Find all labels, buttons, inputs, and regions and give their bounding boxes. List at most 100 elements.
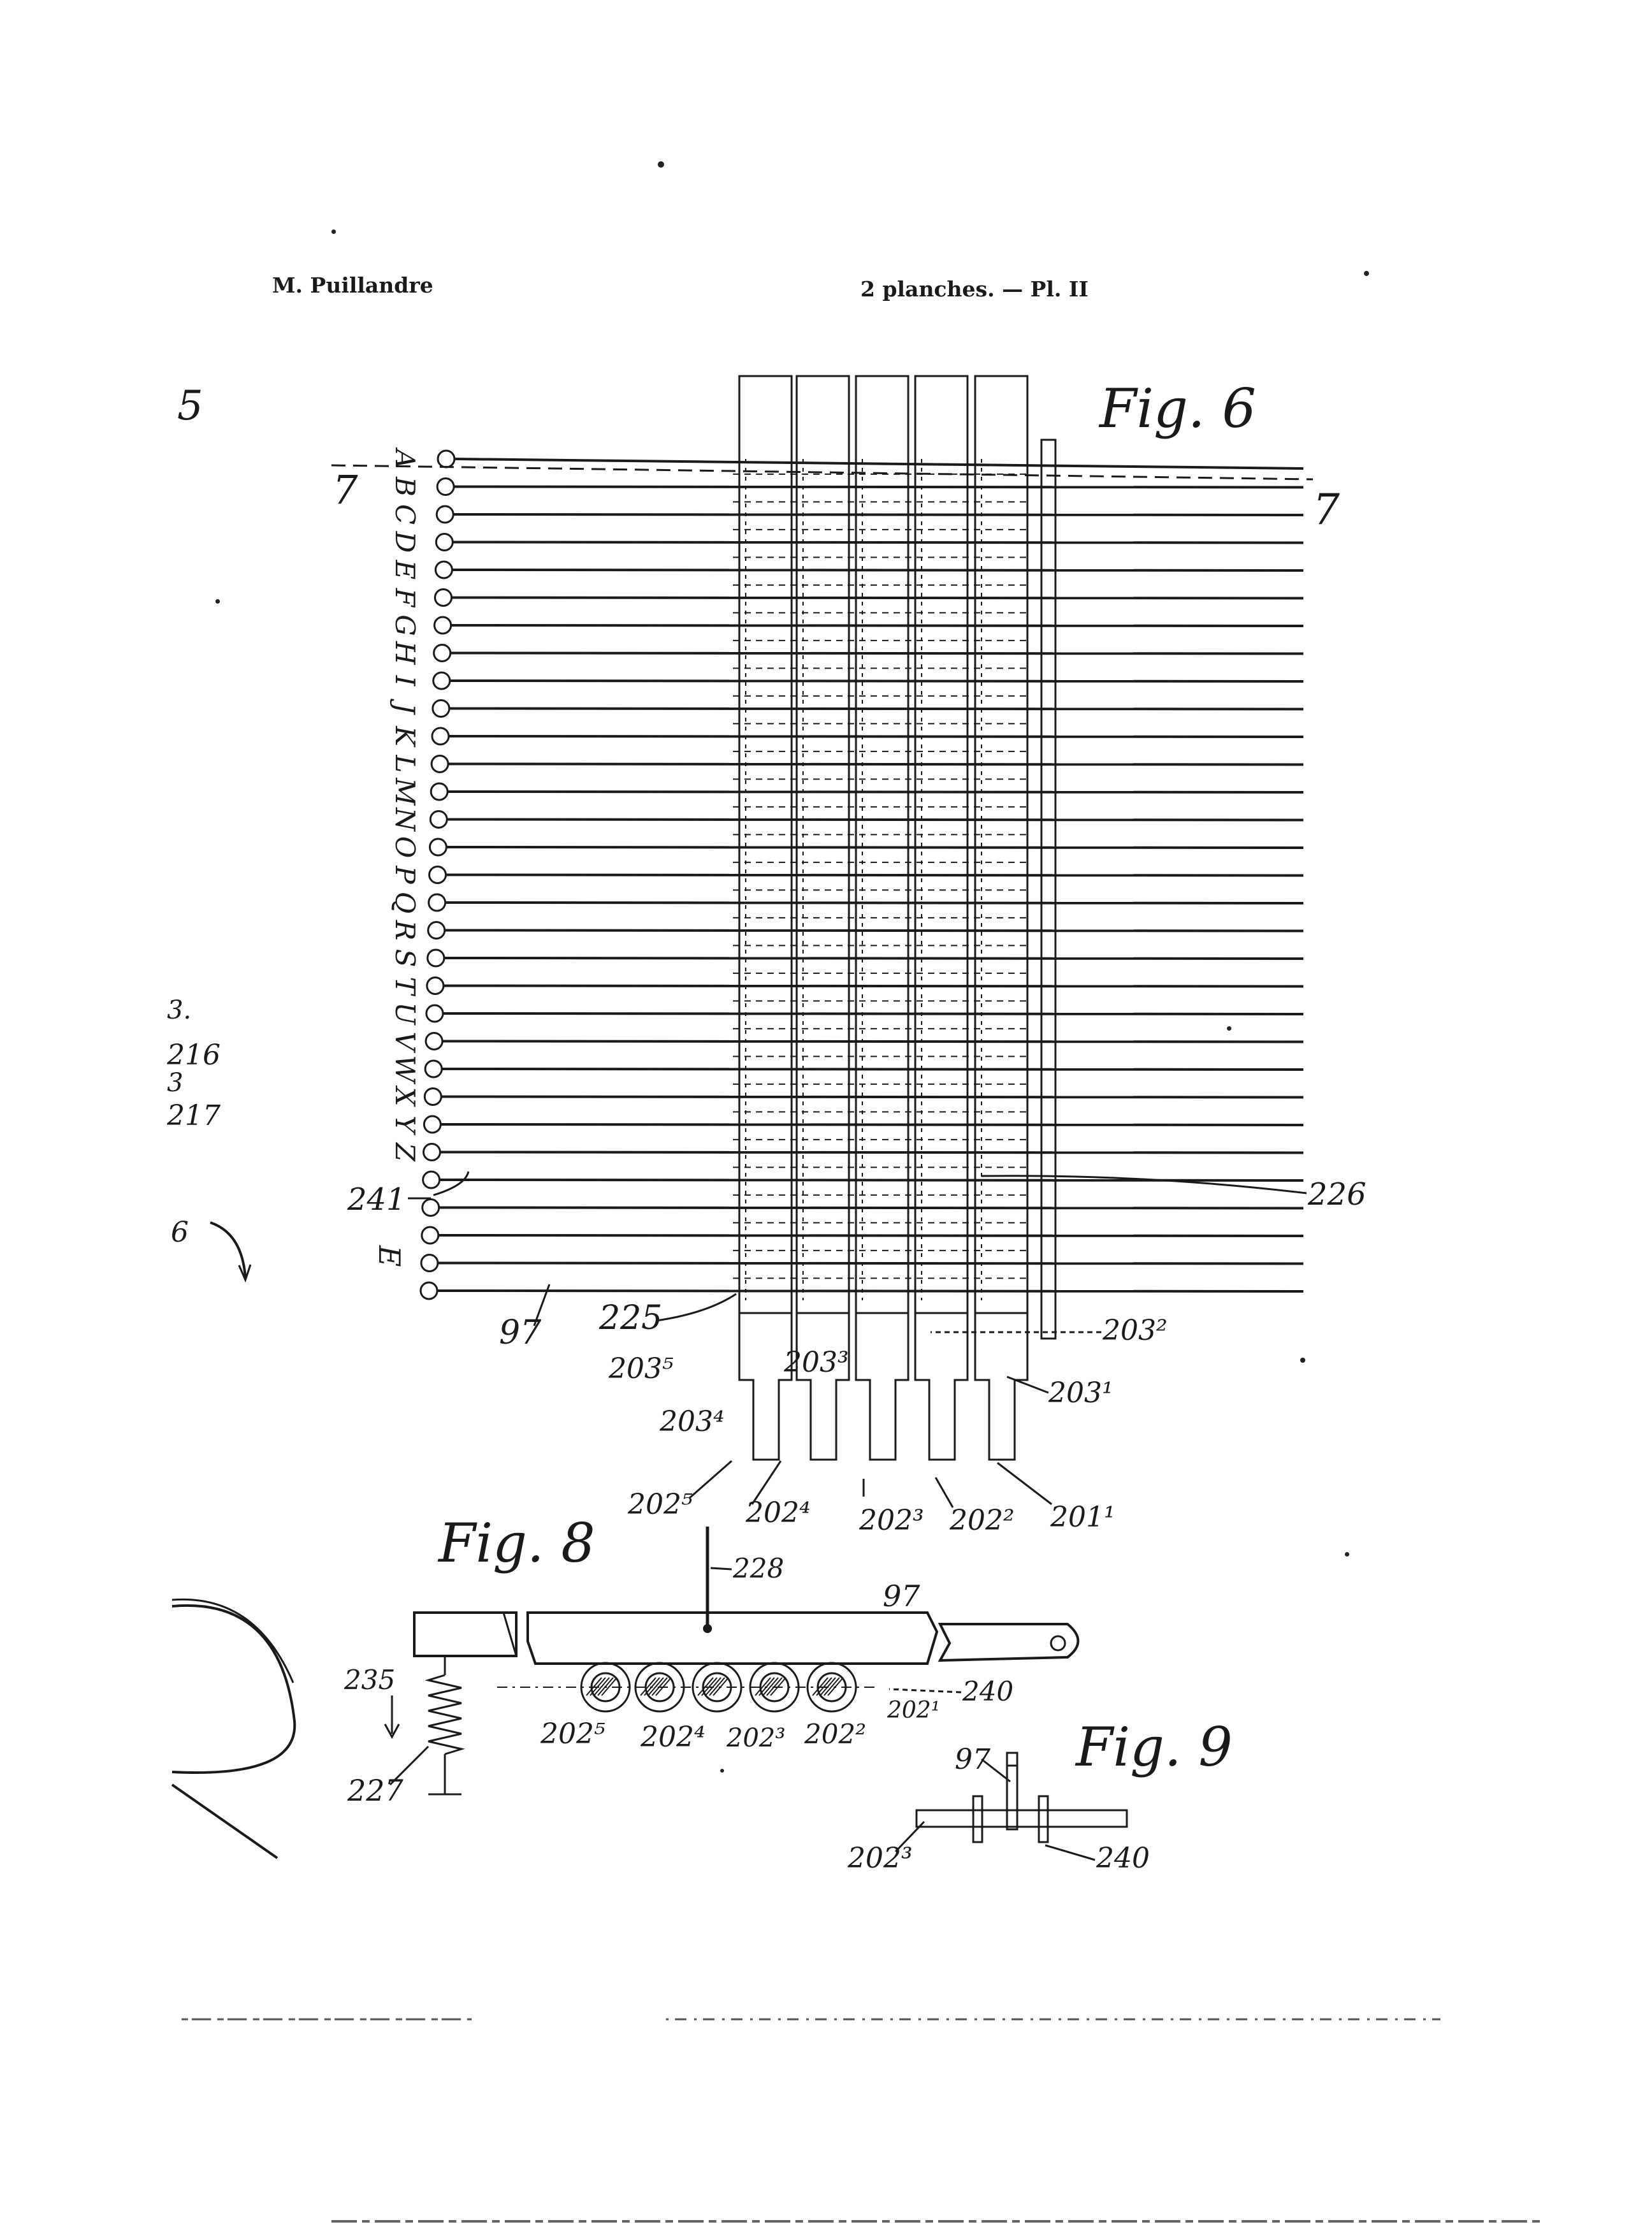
- row-letter: L: [389, 755, 421, 773]
- leader-201-1: [997, 1463, 1052, 1504]
- wire-ring: [421, 1282, 437, 1299]
- row-letter: D: [389, 531, 421, 553]
- row-letter: F: [389, 588, 421, 608]
- leader-227: [390, 1746, 428, 1785]
- wire-ring: [424, 1089, 441, 1105]
- label-202-2: 202²: [949, 1504, 1015, 1537]
- selector-wire: [451, 625, 1303, 626]
- row-letter: J: [389, 698, 421, 715]
- selector-wire: [439, 1208, 1303, 1209]
- selector-wire: [449, 736, 1303, 737]
- row-letter: C: [389, 504, 421, 525]
- row-letter: N: [389, 807, 421, 832]
- wire-ring: [437, 479, 454, 495]
- row-letter: V: [389, 1031, 421, 1053]
- wire-ring: [429, 894, 446, 911]
- selector-wire: [442, 1069, 1303, 1070]
- row-letter: T: [389, 976, 421, 996]
- margin-fragment: 216: [166, 1039, 221, 1071]
- wire-ring: [435, 617, 451, 634]
- row-letter: M: [389, 777, 421, 806]
- fig8-rod-joint: [703, 1624, 712, 1633]
- selector-wire: [438, 1263, 1303, 1264]
- wire-ring: [424, 1116, 440, 1133]
- bar-tab: [856, 1313, 908, 1460]
- row-letter: W: [389, 1055, 421, 1085]
- fig8-side-diagonal: [172, 1785, 277, 1858]
- selector-bar: [856, 376, 908, 1313]
- row-letter: E: [389, 560, 421, 580]
- wire-ring: [437, 506, 453, 523]
- selector-wire: [440, 1152, 1304, 1153]
- selector-wire: [448, 764, 1303, 765]
- scan-speck: [720, 1769, 724, 1773]
- row-letter: G: [389, 614, 421, 636]
- fig8-side-wheel-outer: [172, 1599, 293, 1683]
- selector-wire: [446, 875, 1304, 876]
- wire-ring: [431, 756, 448, 773]
- leader-225: [656, 1294, 736, 1321]
- fig8-side-wheel: [172, 1606, 294, 1773]
- margin-fragment: 217: [166, 1100, 221, 1132]
- selector-wire: [440, 1124, 1303, 1125]
- label-202-2-fig8: 202²: [804, 1718, 866, 1750]
- leader-226: [982, 1176, 1307, 1193]
- leader-240: [889, 1689, 961, 1692]
- selector-wire: [452, 598, 1304, 599]
- bar-tab: [797, 1313, 849, 1460]
- wire-ring: [434, 645, 451, 662]
- margin-fragment: 3: [167, 1068, 183, 1098]
- wire-ring: [430, 867, 446, 883]
- row-letter: H: [389, 641, 421, 665]
- scan-speck: [1300, 1358, 1305, 1363]
- row-letter: Q: [389, 892, 421, 913]
- wire-ring: [423, 1172, 440, 1188]
- fig8-pivot: [1051, 1636, 1065, 1650]
- wire-ring: [428, 922, 445, 939]
- selector-wire: [453, 514, 1303, 515]
- margin-fragment: 6: [171, 1216, 189, 1249]
- leader-202-5: [690, 1461, 732, 1498]
- label-203-3: 203³: [783, 1346, 849, 1379]
- fig6-right-guide: [1041, 440, 1055, 1339]
- selector-wire: [444, 986, 1303, 987]
- fig9-collar-left: [973, 1796, 982, 1842]
- wire-ring: [430, 839, 446, 855]
- selector-bar: [915, 376, 967, 1313]
- wire-ring: [428, 950, 444, 966]
- selector-wire: [454, 459, 1303, 468]
- fig9-title: Fig. 9: [1075, 1716, 1233, 1778]
- fig6-title: Fig. 6: [1098, 377, 1256, 440]
- label-97-fig9: 97: [955, 1743, 990, 1776]
- label-203-2: 203²: [1102, 1314, 1168, 1347]
- selector-wire: [443, 1013, 1303, 1014]
- fig8-lever-break: [504, 1613, 516, 1656]
- row-letter: Z: [389, 1142, 421, 1162]
- wire-ring: [430, 811, 447, 828]
- fig8-lever-left: [414, 1613, 516, 1656]
- wire-ring: [421, 1255, 438, 1272]
- row-letter: Y: [389, 1115, 421, 1136]
- row-letter: X: [389, 1085, 421, 1108]
- fig8-title: Fig. 8: [437, 1512, 595, 1574]
- margin-number: 5: [177, 382, 203, 430]
- selector-wire: [441, 1097, 1303, 1098]
- label-225: 225: [598, 1299, 662, 1337]
- label-201-1: 201¹: [1050, 1501, 1115, 1534]
- label-228: 228: [732, 1553, 784, 1584]
- wire-ring: [424, 1144, 440, 1161]
- leader-228: [711, 1568, 732, 1569]
- scan-speck: [658, 161, 664, 168]
- label-202-3-fig8: 202³: [726, 1724, 785, 1753]
- selector-wire: [454, 487, 1303, 488]
- wire-ring: [433, 701, 449, 717]
- label-203-5: 203⁵: [608, 1353, 674, 1385]
- scan-speck: [331, 229, 336, 234]
- selector-bar: [975, 376, 1027, 1313]
- row-letter: K: [389, 725, 421, 748]
- wire-ring: [426, 1033, 442, 1050]
- selector-wire: [453, 542, 1303, 543]
- label-202-5-fig8: 202⁵: [540, 1718, 605, 1750]
- wire-ring: [427, 978, 444, 994]
